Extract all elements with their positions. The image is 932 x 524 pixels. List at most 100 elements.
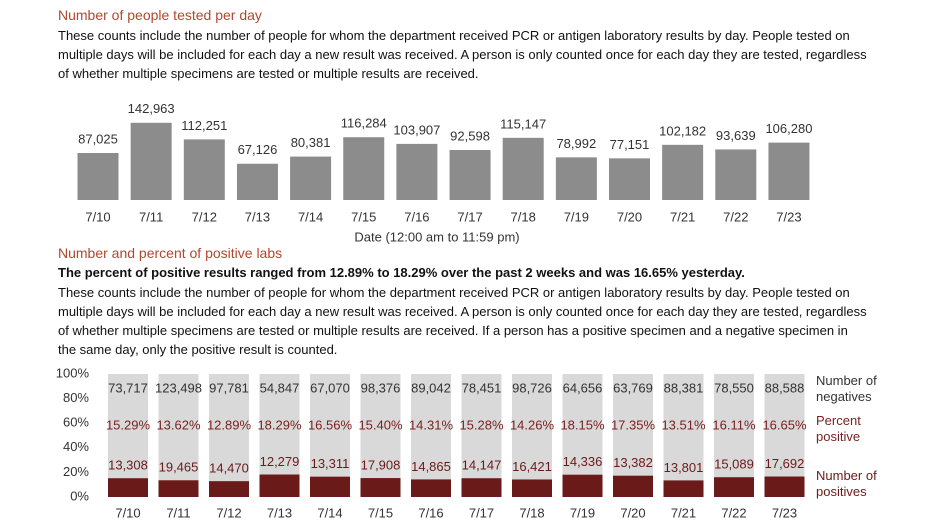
x-tick-label: 7/21 <box>670 209 695 224</box>
x-tick-label: 7/19 <box>564 209 589 224</box>
value-label: 54,847 <box>260 380 300 395</box>
value-label: 13,382 <box>613 455 653 470</box>
legend-label: Percent positive <box>816 413 861 444</box>
bar-segment <box>360 374 401 479</box>
y-tick-label: 20% <box>63 464 89 479</box>
bar-segment <box>310 476 350 497</box>
value-label: 18.29% <box>257 417 302 432</box>
value-label: 88,588 <box>765 380 805 395</box>
x-tick-label: 7/22 <box>721 505 746 520</box>
bar <box>502 137 544 200</box>
x-tick-label: 7/11 <box>139 209 163 224</box>
bar-segment <box>562 374 603 475</box>
x-tick-label: 7/18 <box>511 209 536 224</box>
legend-label: Number of positives <box>816 468 877 499</box>
bar-segment <box>714 374 754 478</box>
bar-segment <box>714 477 754 497</box>
value-label: 97,781 <box>209 380 249 395</box>
y-tick-label: 60% <box>63 415 89 430</box>
x-tick-label: 7/23 <box>776 209 801 224</box>
bar-segment <box>158 480 199 497</box>
bar-segment <box>512 479 552 497</box>
value-label: 103,907 <box>393 122 440 137</box>
bar-segment <box>108 374 148 479</box>
x-tick-label: 7/14 <box>298 209 323 224</box>
bar-segment <box>613 475 653 497</box>
bar <box>343 137 385 200</box>
x-tick-label: 7/17 <box>469 505 494 520</box>
value-label: 15.29% <box>106 417 151 432</box>
bar-segment <box>411 374 451 480</box>
value-label: 13,308 <box>108 458 148 473</box>
x-tick-label: 7/10 <box>85 209 110 224</box>
x-tick-label: 7/16 <box>418 505 443 520</box>
bar-segment <box>613 374 653 476</box>
bar-segment <box>209 481 249 497</box>
bar <box>609 158 650 200</box>
bar <box>396 143 438 200</box>
value-label: 142,963 <box>128 101 175 116</box>
value-label: 14.26% <box>510 417 555 432</box>
value-label: 77,151 <box>610 137 650 152</box>
x-tick-label: 7/21 <box>671 505 696 520</box>
value-label: 13,801 <box>664 460 704 475</box>
value-label: 78,550 <box>714 380 754 395</box>
value-label: 17,908 <box>361 457 401 472</box>
x-tick-label: 7/23 <box>772 505 797 520</box>
bar <box>715 149 757 200</box>
value-label: 93,639 <box>716 128 756 143</box>
bar-segment <box>158 374 199 481</box>
value-label: 102,182 <box>659 123 706 138</box>
x-tick-label: 7/18 <box>519 505 544 520</box>
value-label: 13.51% <box>661 417 706 432</box>
bar-segment <box>512 374 552 480</box>
bar-segment <box>461 478 502 497</box>
legend-label: Number of negatives <box>816 373 877 404</box>
value-label: 87,025 <box>78 131 118 146</box>
y-tick-label: 80% <box>63 390 89 405</box>
value-label: 15.28% <box>459 417 504 432</box>
bar-segment <box>209 374 249 482</box>
bar <box>662 144 704 200</box>
bar-segment <box>562 474 603 497</box>
description: These counts include the number of peopl… <box>58 28 867 81</box>
description: These counts include the number of peopl… <box>58 285 867 357</box>
bar-segment <box>360 478 401 497</box>
bar-segment <box>259 374 300 475</box>
value-label: 17.35% <box>611 417 656 432</box>
x-tick-label: 7/22 <box>723 209 748 224</box>
chart-title: Number and percent of positive labs <box>58 245 283 261</box>
value-label: 67,126 <box>238 142 278 157</box>
value-label: 13,311 <box>311 456 350 471</box>
value-label: 64,656 <box>563 380 603 395</box>
value-label: 14,470 <box>209 461 249 476</box>
bar <box>236 163 278 200</box>
bar-segment <box>663 374 704 481</box>
x-tick-label: 7/20 <box>617 209 642 224</box>
value-label: 78,451 <box>462 380 502 395</box>
value-label: 78,992 <box>556 136 596 151</box>
value-label: 73,717 <box>108 380 148 395</box>
value-label: 18.15% <box>560 417 605 432</box>
value-label: 116,284 <box>341 116 387 131</box>
bar <box>77 153 119 200</box>
value-label: 15.40% <box>358 417 403 432</box>
value-label: 12.89% <box>207 417 252 432</box>
x-tick-label: 7/15 <box>351 209 376 224</box>
value-label: 13.62% <box>156 417 201 432</box>
bar-segment <box>310 374 350 477</box>
value-label: 19,465 <box>159 460 199 475</box>
value-label: 14.31% <box>409 417 454 432</box>
x-tick-label: 7/15 <box>368 505 393 520</box>
x-tick-label: 7/19 <box>570 505 595 520</box>
bar <box>290 156 332 200</box>
value-label: 16.65% <box>762 417 807 432</box>
x-tick-label: 7/10 <box>115 505 140 520</box>
value-label: 98,726 <box>512 380 552 395</box>
bar-segment <box>663 480 704 497</box>
value-label: 112,251 <box>181 118 227 133</box>
value-label: 67,070 <box>310 380 350 395</box>
value-label: 98,376 <box>361 380 401 395</box>
x-tick-label: 7/12 <box>216 505 241 520</box>
